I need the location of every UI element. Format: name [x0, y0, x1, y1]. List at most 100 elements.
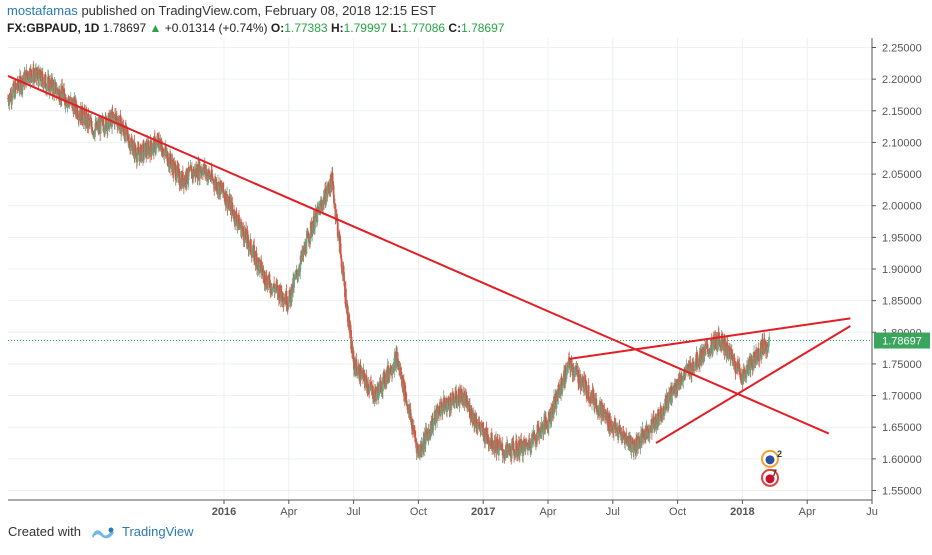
candle-body [739, 375, 742, 381]
candle-body [137, 147, 140, 150]
candle-body [728, 350, 731, 352]
candle-body [543, 419, 545, 430]
candle-body [702, 347, 705, 357]
candle-body [452, 393, 455, 401]
candle-body [186, 182, 189, 184]
candle-body [73, 102, 75, 114]
candle-body [598, 403, 601, 415]
candle-body [579, 374, 582, 385]
candle-body [53, 83, 56, 95]
candle-body [273, 283, 276, 288]
candle-body [138, 154, 141, 156]
candle-body [619, 429, 621, 434]
tradingview-logo-icon [91, 526, 115, 543]
candle-body [756, 360, 758, 364]
candle-body [337, 232, 340, 238]
candle-body [167, 164, 170, 167]
candle-body [210, 179, 212, 181]
candle-body [363, 373, 366, 382]
candle-body [398, 361, 400, 371]
candle-body [449, 397, 452, 401]
candle-body [328, 186, 331, 191]
candle-body [42, 81, 45, 89]
candle-body [248, 241, 251, 248]
candle-body [350, 330, 352, 349]
footer: Created with TradingView [8, 524, 194, 543]
candle-body [739, 374, 742, 376]
candle-body [114, 114, 116, 125]
candle-body [449, 397, 451, 411]
candle-body [316, 206, 319, 223]
candle-body [17, 78, 19, 87]
candle-body [45, 87, 47, 90]
candle-body [575, 365, 578, 370]
last-price: 1.78697 [102, 21, 147, 35]
candle-body [757, 359, 760, 360]
candle-body [231, 202, 234, 210]
candle-body [609, 430, 611, 432]
candle-body [627, 444, 630, 445]
candle-body [323, 197, 326, 205]
candle-body [63, 88, 65, 94]
candle-body [446, 403, 448, 413]
tradingview-brand[interactable]: TradingView [122, 524, 194, 539]
author-name[interactable]: mostafamas [7, 3, 78, 18]
candle-body [608, 413, 611, 429]
candle-body [518, 454, 521, 457]
candle-body [577, 382, 580, 384]
candle-body [420, 443, 423, 452]
candle-body [131, 143, 134, 155]
candle-body [356, 372, 359, 374]
y-tick-label: 1.85000 [882, 296, 922, 308]
candle-body [453, 401, 456, 403]
candle-body [715, 337, 717, 348]
candle-body [658, 417, 661, 421]
candle-body [135, 153, 138, 160]
candle-body [430, 428, 433, 433]
candle-body [235, 213, 238, 221]
candle-body [324, 188, 327, 205]
candle-body [52, 82, 55, 94]
candle-body [21, 81, 24, 91]
candle-body [7, 98, 10, 103]
publish-info: published on TradingView.com, February 0… [81, 3, 437, 18]
candle-body [642, 433, 645, 438]
candle-body [204, 171, 207, 174]
candle-body [130, 140, 132, 148]
candle-body [447, 397, 450, 403]
candle-body [468, 405, 471, 418]
y-tick-label: 1.90000 [882, 264, 922, 276]
candle-body [363, 370, 365, 374]
candle-body [251, 251, 254, 254]
candle-body [556, 391, 559, 398]
candle-body [190, 166, 192, 169]
candle-body [248, 247, 250, 250]
candle-body [750, 356, 753, 363]
candle-body [414, 437, 417, 443]
candle-body [52, 82, 55, 86]
candle-body [512, 442, 515, 450]
candle-body [672, 387, 675, 390]
candle-body [268, 279, 271, 288]
candle-body [262, 272, 265, 277]
candle-body [335, 214, 338, 219]
y-tick-label: 1.70000 [882, 391, 922, 403]
candle-body [58, 101, 61, 103]
candle-body [446, 401, 449, 404]
candle-body [626, 444, 629, 446]
candle-body [612, 426, 614, 431]
candle-body [202, 168, 205, 176]
candle-body [18, 75, 21, 89]
candle-body [662, 406, 665, 417]
candle-body [639, 443, 642, 449]
candle-body [84, 114, 87, 126]
candle-body [480, 423, 483, 426]
candle-body [170, 164, 173, 169]
candle-body [755, 349, 758, 364]
candle-body [131, 141, 133, 144]
candle-body [675, 390, 678, 394]
candle-body [134, 144, 137, 152]
candle-body [654, 416, 657, 430]
